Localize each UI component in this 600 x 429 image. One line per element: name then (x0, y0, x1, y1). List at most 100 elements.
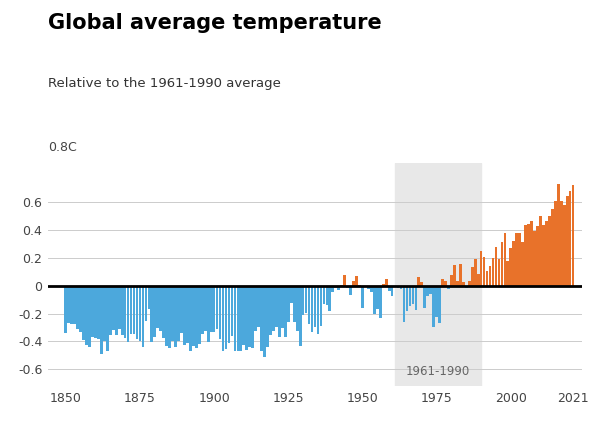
Bar (67, 286, 70, 323)
Bar (281, 286, 284, 328)
Bar (103, 286, 106, 341)
Bar (331, 286, 334, 292)
Bar (305, 286, 307, 313)
Bar (388, 286, 391, 291)
Bar (207, 286, 209, 342)
Bar (130, 286, 133, 334)
Bar (221, 286, 224, 350)
Bar (497, 260, 500, 286)
Bar (160, 286, 162, 331)
Bar (168, 286, 171, 348)
Bar (391, 286, 394, 296)
Bar (376, 286, 379, 308)
Bar (88, 286, 91, 347)
Bar (471, 267, 473, 286)
Bar (509, 248, 512, 286)
Bar (139, 286, 142, 341)
Bar (465, 286, 467, 288)
Text: Relative to the 1961-1990 average: Relative to the 1961-1990 average (48, 77, 281, 90)
Bar (163, 286, 165, 338)
Bar (323, 286, 325, 304)
Bar (424, 286, 426, 308)
Bar (145, 286, 147, 321)
Bar (379, 286, 382, 318)
Bar (230, 286, 233, 336)
Bar (459, 264, 462, 286)
Bar (311, 286, 313, 332)
Bar (433, 286, 435, 327)
Bar (308, 286, 310, 324)
Bar (328, 286, 331, 311)
Bar (361, 286, 364, 308)
Bar (456, 281, 459, 286)
Bar (213, 286, 215, 332)
Bar (73, 286, 76, 324)
Bar (245, 286, 248, 350)
Bar (284, 286, 287, 337)
Bar (406, 286, 409, 311)
Bar (430, 286, 432, 293)
Bar (506, 261, 509, 286)
Bar (548, 216, 551, 286)
Bar (272, 286, 275, 331)
Bar (515, 233, 518, 286)
Bar (210, 286, 212, 332)
Bar (118, 286, 121, 329)
Bar (195, 286, 197, 348)
Bar (177, 286, 180, 341)
Bar (554, 201, 557, 286)
Bar (224, 286, 227, 349)
Bar (542, 226, 545, 286)
Bar (521, 242, 524, 286)
Bar (545, 221, 548, 286)
Bar (257, 286, 260, 327)
Bar (314, 286, 316, 327)
Text: Global average temperature: Global average temperature (48, 13, 382, 33)
Bar (483, 257, 485, 286)
Bar (334, 286, 337, 288)
Bar (518, 233, 521, 286)
Bar (236, 286, 239, 351)
Bar (76, 286, 79, 329)
Bar (503, 233, 506, 286)
Bar (364, 286, 367, 287)
Bar (248, 286, 251, 347)
Bar (512, 242, 515, 286)
Bar (216, 286, 218, 329)
Bar (557, 184, 560, 286)
Bar (317, 286, 319, 334)
Bar (367, 286, 370, 288)
Bar (106, 286, 109, 351)
Bar (91, 286, 94, 337)
Bar (355, 276, 358, 286)
Bar (563, 205, 566, 286)
Bar (219, 286, 221, 339)
Text: 1961-1990: 1961-1990 (406, 365, 470, 378)
Bar (233, 286, 236, 351)
Bar (494, 247, 497, 286)
Bar (290, 286, 293, 303)
Bar (409, 286, 411, 306)
Bar (412, 286, 414, 304)
Bar (239, 286, 242, 351)
Bar (370, 286, 373, 292)
Bar (352, 281, 355, 286)
Bar (527, 224, 530, 286)
Bar (326, 286, 328, 305)
Bar (337, 286, 340, 290)
Bar (121, 286, 124, 335)
Bar (171, 286, 174, 341)
Bar (415, 286, 417, 310)
Bar (70, 286, 73, 324)
Bar (382, 284, 385, 286)
Bar (82, 286, 85, 340)
Bar (242, 286, 245, 344)
Bar (180, 286, 183, 333)
Bar (486, 271, 488, 286)
Bar (468, 281, 470, 286)
Bar (79, 286, 82, 332)
Bar (186, 286, 189, 343)
Bar (397, 286, 400, 288)
Bar (97, 286, 100, 339)
Bar (296, 286, 299, 331)
